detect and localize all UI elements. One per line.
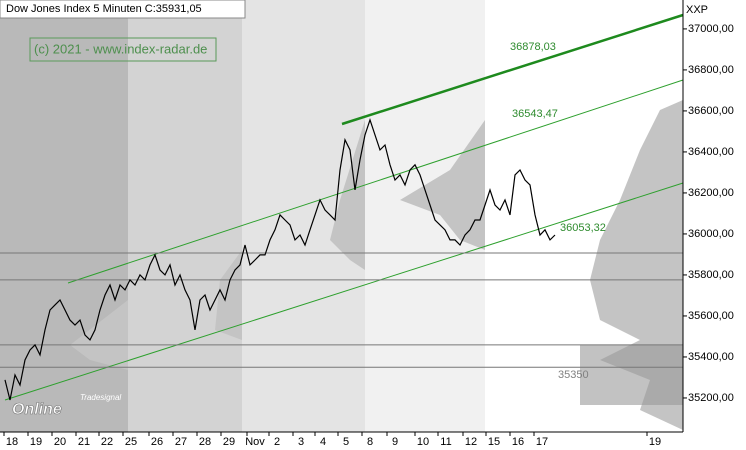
trend-line — [4, 182, 684, 401]
x-tick-label: 19 — [30, 436, 42, 448]
y-tick-label: 36400,00 — [688, 146, 734, 158]
x-tick-label: 3 — [298, 436, 304, 448]
x-tick-label: 12 — [465, 436, 477, 448]
week-band — [128, 0, 242, 432]
copyright-box — [29, 37, 217, 62]
x-tick-label: 18 — [6, 436, 18, 448]
x-tick-label: 9 — [392, 436, 398, 448]
annotation: 36543,47 — [512, 108, 558, 120]
x-tick-label: 16 — [512, 436, 524, 448]
x-tick-label: 25 — [125, 436, 137, 448]
x-tick-label: 28 — [199, 436, 211, 448]
y-tick-label: 35400,00 — [688, 351, 734, 363]
copyright: (c) 2021 - www.index-radar.de — [34, 41, 207, 56]
x-tick-label: 15 — [488, 436, 500, 448]
symbol: XXP — [686, 4, 708, 16]
y-tick-label: 37000,00 — [688, 23, 734, 35]
annotation: 36878,03 — [510, 41, 556, 53]
profile-shape — [215, 250, 242, 340]
x-tick-label: 22 — [101, 436, 113, 448]
x-tick-label: 11 — [440, 436, 451, 448]
y-tick-label: 36200,00 — [688, 187, 734, 199]
price-line — [4, 118, 556, 401]
chart-title: Dow Jones Index 5 Minuten C:35931,05 — [6, 3, 202, 15]
levels — [0, 252, 683, 368]
x-tick-label: 26 — [151, 436, 163, 448]
x-tick-label: 10 — [417, 436, 429, 448]
profile-shape — [70, 300, 128, 370]
x-tick-label: 5 — [343, 436, 349, 448]
y-tick-label: 35600,00 — [688, 310, 734, 322]
x-tick-label: 27 — [175, 436, 187, 448]
profile-shape — [330, 120, 365, 270]
trend-line — [67, 79, 684, 284]
title-box — [0, 0, 246, 19]
annotation: 35350 — [558, 369, 589, 381]
y-tick-label: 35200,00 — [688, 392, 734, 404]
x-tick-label: 21 — [78, 436, 90, 448]
x-tick-label: 8 — [367, 436, 373, 448]
logo-main: Online — [12, 401, 62, 418]
plot — [4, 118, 556, 401]
profile-block — [580, 345, 683, 405]
y-tick-label: 36600,00 — [688, 105, 734, 117]
logo-top: Tradesignal — [80, 393, 121, 402]
x-tick-label: 29 — [223, 436, 235, 448]
y-tick-label: 35800,00 — [688, 269, 734, 281]
y-tick-label: 36000,00 — [688, 228, 734, 240]
x-tick-label: 20 — [54, 436, 66, 448]
x-tick-label: 19 — [649, 436, 661, 448]
x-tick-label: 4 — [320, 436, 326, 448]
annotation: 36053,32 — [560, 222, 606, 234]
x-tick-label: 17 — [536, 436, 548, 448]
x-tick-label: 2 — [274, 436, 280, 448]
y-tick-label: 36800,00 — [688, 64, 734, 76]
x-tick-label: Nov — [245, 436, 265, 448]
trend-line — [341, 13, 684, 126]
